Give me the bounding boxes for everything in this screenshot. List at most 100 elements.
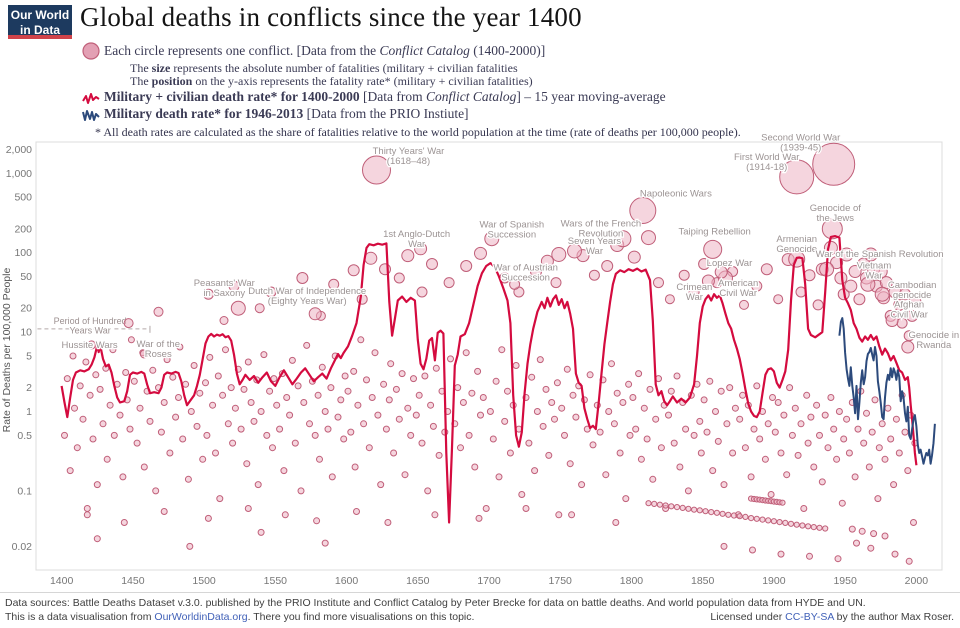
conflict-circle [612, 519, 620, 526]
conflict-circle [110, 431, 118, 439]
conflict-circle [76, 382, 84, 390]
y-axis-tick: 0.02 [12, 541, 33, 553]
data-sources-text: Data sources: Battle Deaths Dataset v.3.… [5, 597, 866, 609]
owid-logo-line1: Our World [10, 8, 70, 22]
conflict-circle [152, 487, 160, 495]
conflict-circle-medium [873, 264, 888, 279]
conflict-circle-chain [713, 509, 721, 516]
conflict-circle-medium [664, 294, 675, 305]
conflict-circle [860, 439, 868, 447]
conflict-circle-medium [551, 247, 567, 262]
x-axis-tick: 1450 [121, 575, 145, 587]
conflict-circle [199, 455, 207, 463]
conflict-circle [858, 527, 866, 535]
conflict-circle [881, 532, 889, 540]
conflict-circle [257, 528, 265, 536]
conflict-circle [83, 511, 91, 519]
conflict-circle [563, 365, 571, 373]
conflict-circle [297, 487, 305, 495]
conflict-circle [186, 542, 194, 550]
conflict-circle [892, 415, 900, 423]
conflict-circle [334, 413, 342, 421]
license-link[interactable]: CC-BY-SA [785, 611, 834, 623]
conflict-circle [568, 511, 576, 519]
owid-link[interactable]: OurWorldinData.org [154, 611, 248, 623]
conflict-circle [288, 356, 296, 364]
conflict-circle-medium [265, 286, 277, 298]
conflict-circle-medium [698, 258, 711, 270]
conflict-circle [824, 444, 832, 452]
legend-circle-pre: Each circle represents one conflict. [Da… [104, 43, 380, 58]
conflict-circle [244, 358, 252, 366]
conflict-circle [398, 370, 406, 378]
conflict-circle [337, 396, 345, 404]
conflict-circle [357, 336, 365, 344]
conflict-circle [608, 360, 615, 368]
legend-position-suf: on the y-axis represents the fatality ra… [192, 74, 533, 88]
conflict-circle [492, 377, 500, 385]
conflict-circle-labeled [308, 307, 322, 321]
conflict-circle-chain [799, 522, 806, 529]
conflict-circle [512, 362, 520, 369]
conflict-circle [729, 449, 737, 457]
vis-pre: This is a data visualisation from [5, 611, 155, 623]
conflict-circle [596, 428, 604, 436]
conflict-circle-chain [662, 502, 669, 509]
conflict-circle [103, 455, 111, 463]
conflict-circle-medium [219, 316, 229, 325]
conflict-circle-chain [782, 519, 789, 526]
y-axis-tick: 200 [14, 223, 32, 235]
conflict-circle [652, 415, 660, 423]
conflict-circle-labeled [874, 286, 890, 302]
conflict-circle [214, 372, 222, 380]
conflict-circle [804, 439, 812, 447]
conflict-circle [506, 449, 514, 457]
conflict-circle [454, 384, 462, 392]
conflict-circle-labeled [362, 155, 391, 185]
conflict-circle [881, 455, 889, 463]
conflict-circle [632, 425, 640, 433]
conflict-circle [71, 404, 78, 412]
conflict-circle-medium [416, 286, 428, 298]
conflict-circle [589, 441, 597, 449]
legend-size-suf: represents the absolute number of fatali… [170, 61, 518, 75]
conflict-circle [712, 408, 719, 415]
conflict-circle [791, 404, 799, 412]
conflict-label: Genocide of [810, 203, 862, 214]
conflict-circle [555, 511, 563, 519]
conflict-circle [887, 435, 895, 443]
conflict-circle [66, 467, 74, 475]
conflict-circle-medium [853, 293, 866, 306]
conflict-circle [404, 404, 412, 412]
conflict-circle [184, 475, 192, 483]
conflict-circle [475, 514, 483, 522]
conflict-circle-chain [685, 505, 692, 512]
hundred-years-war-label: Years War [69, 325, 110, 335]
conflict-circle [696, 417, 704, 425]
conflict-circle [723, 420, 731, 428]
legend-circle-suf: (1400-2000)] [469, 43, 546, 58]
conflict-circle [294, 382, 302, 390]
conflict-circle-labeled [567, 243, 582, 259]
conflict-circle [240, 385, 248, 393]
conflict-circle [657, 444, 665, 452]
conflict-circle [237, 425, 245, 433]
conflict-circle-chain [776, 519, 783, 526]
plot-border [35, 141, 943, 571]
conflict-circle [471, 463, 479, 471]
legend-size-bold: size [151, 61, 171, 75]
conflict-circle-chain [805, 523, 812, 530]
conflict-circle [340, 435, 348, 443]
conflict-circle [676, 463, 684, 471]
y-axis-tick: 0.1 [17, 485, 32, 497]
conflict-circle [353, 508, 360, 515]
conflict-circle [771, 428, 779, 436]
conflict-circle [392, 385, 400, 393]
conflict-circle [851, 473, 859, 481]
y-axis-tick: 5 [26, 351, 32, 363]
conflict-circle-labeled [484, 231, 500, 247]
conflict-circle-labeled [860, 276, 876, 292]
conflict-circle [190, 362, 198, 369]
conflict-circle [525, 439, 533, 447]
conflict-circle [459, 399, 467, 406]
